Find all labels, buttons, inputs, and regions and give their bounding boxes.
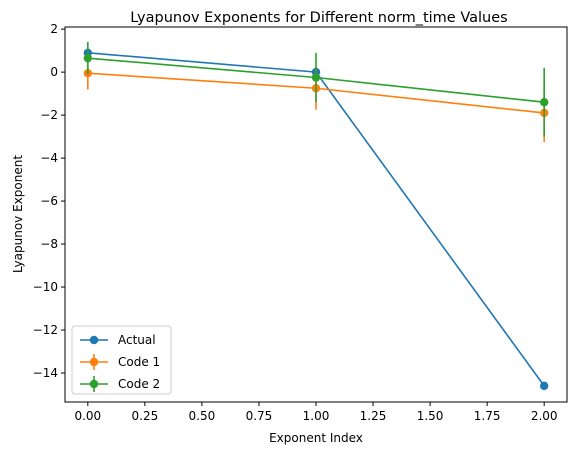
x-tick-label: 0.50 xyxy=(189,409,216,423)
x-tick-label: 0.00 xyxy=(74,409,101,423)
legend-marker-code-1 xyxy=(89,357,99,367)
y-tick-label: −2 xyxy=(40,108,58,122)
y-tick-label: 0 xyxy=(50,65,58,79)
x-tick-label: 0.75 xyxy=(246,409,273,423)
y-tick-label: −14 xyxy=(33,366,58,380)
y-tick-label: −6 xyxy=(40,194,58,208)
legend-marker-code-2 xyxy=(89,379,99,389)
x-tick-label: 0.25 xyxy=(132,409,159,423)
legend-label-code-2: Code 2 xyxy=(118,377,160,391)
x-tick-label: 1.25 xyxy=(360,409,387,423)
axis-ticks: 0.00 0.25 0.50 0.75 1.00 1.25 1.50 1.75 2.00 2 0 −2… xyxy=(33,22,558,423)
data-point-actual xyxy=(539,381,549,391)
x-axis-label: Exponent Index xyxy=(269,431,363,445)
y-tick-label: −8 xyxy=(40,237,58,251)
plot-area xyxy=(83,42,549,391)
x-tick-label: 2.00 xyxy=(531,409,558,423)
x-tick-label: 1.00 xyxy=(303,409,330,423)
legend-label-actual: Actual xyxy=(118,333,156,347)
data-point-code-2 xyxy=(311,73,321,82)
y-tick-label: −4 xyxy=(40,151,58,165)
axes-frame xyxy=(64,26,568,403)
legend: Actual Code 1 Code 2 xyxy=(71,325,172,395)
data-point-code-2 xyxy=(539,98,549,107)
y-axis-label: Lyapunov Exponent xyxy=(11,155,25,273)
x-tick-label: 1.75 xyxy=(474,409,501,423)
chart-title: Lyapunov Exponents for Different norm_ti… xyxy=(130,10,507,26)
y-tick-label: −10 xyxy=(33,280,58,294)
y-tick-label: 2 xyxy=(50,22,58,36)
legend-label-code-1: Code 1 xyxy=(118,355,160,369)
data-point-code-2 xyxy=(83,53,93,63)
x-tick-label: 1.50 xyxy=(417,409,444,423)
legend-marker-actual xyxy=(89,335,99,345)
y-tick-label: −12 xyxy=(33,323,58,337)
